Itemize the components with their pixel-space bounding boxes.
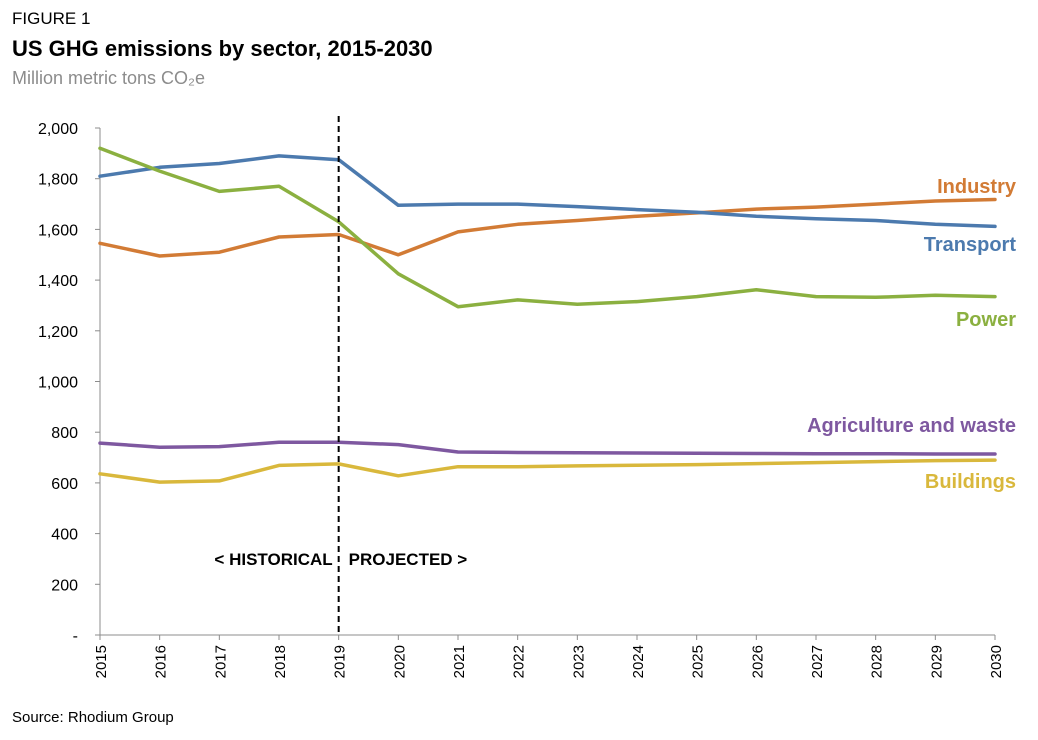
- line-chart: - 200 400 600 800 1,000 1,200 1,400 1,600 1,800 2,…: [38, 116, 1017, 678]
- x-tick-label: 2025: [690, 645, 707, 678]
- series-labels: Industry Transport Power Agriculture and wa…: [807, 176, 1017, 493]
- figure-label: FIGURE 1: [12, 9, 91, 28]
- y-tick-label: 400: [51, 527, 78, 544]
- series-line-buildings: [98, 458, 997, 484]
- series-label-buildings: Buildings: [925, 471, 1016, 493]
- series-line-industry: [98, 197, 997, 258]
- y-tick-label: 1,400: [38, 273, 78, 290]
- series-label-power: Power: [956, 309, 1016, 331]
- x-tick-label: 2021: [451, 645, 468, 678]
- x-tick-label: 2029: [928, 645, 945, 678]
- chart-axes: - 200 400 600 800 1,000 1,200 1,400 1,600 1,800 2,…: [38, 121, 1005, 678]
- series-line-agriculture-and-waste: [98, 440, 997, 456]
- series-label-transport: Transport: [924, 234, 1017, 256]
- series-line-transport: [98, 154, 997, 229]
- x-tick-label: 2030: [988, 645, 1005, 678]
- series-label-industry: Industry: [937, 176, 1017, 198]
- y-tick-label: 2,000: [38, 121, 78, 138]
- x-tick-label: 2015: [93, 645, 110, 678]
- y-tick-label: 1,800: [38, 172, 78, 189]
- series-layer: [98, 146, 997, 484]
- y-tick-label: 600: [51, 476, 78, 493]
- source-note: Source: Rhodium Group: [12, 709, 174, 726]
- historical-annotation: < HISTORICAL: [214, 550, 332, 569]
- y-tick-label: 200: [51, 577, 78, 594]
- y-tick-label: 1,200: [38, 324, 78, 341]
- x-tick-label: 2020: [391, 645, 408, 678]
- x-tick-label: 2019: [332, 645, 349, 678]
- chart-subtitle: Million metric tons CO₂e: [12, 68, 206, 88]
- projected-annotation: PROJECTED >: [349, 550, 468, 569]
- series-label-agriculture-and-waste: Agriculture and waste: [807, 415, 1016, 437]
- y-tick-label: -: [73, 628, 78, 645]
- x-tick-label: 2028: [869, 645, 886, 678]
- x-tick-label: 2026: [749, 645, 766, 678]
- x-tick-label: 2027: [809, 645, 826, 678]
- x-tick-label: 2022: [511, 645, 528, 678]
- y-tick-label: 800: [51, 425, 78, 442]
- x-tick-label: 2018: [272, 645, 289, 678]
- series-line-power: [98, 146, 997, 309]
- x-tick-label: 2023: [570, 645, 587, 678]
- chart-title: US GHG emissions by sector, 2015-2030: [12, 36, 433, 61]
- x-tick-label: 2024: [630, 645, 647, 678]
- x-tick-label: 2016: [153, 645, 170, 678]
- y-tick-label: 1,000: [38, 375, 78, 392]
- x-tick-label: 2017: [212, 645, 229, 678]
- y-tick-label: 1,600: [38, 222, 78, 239]
